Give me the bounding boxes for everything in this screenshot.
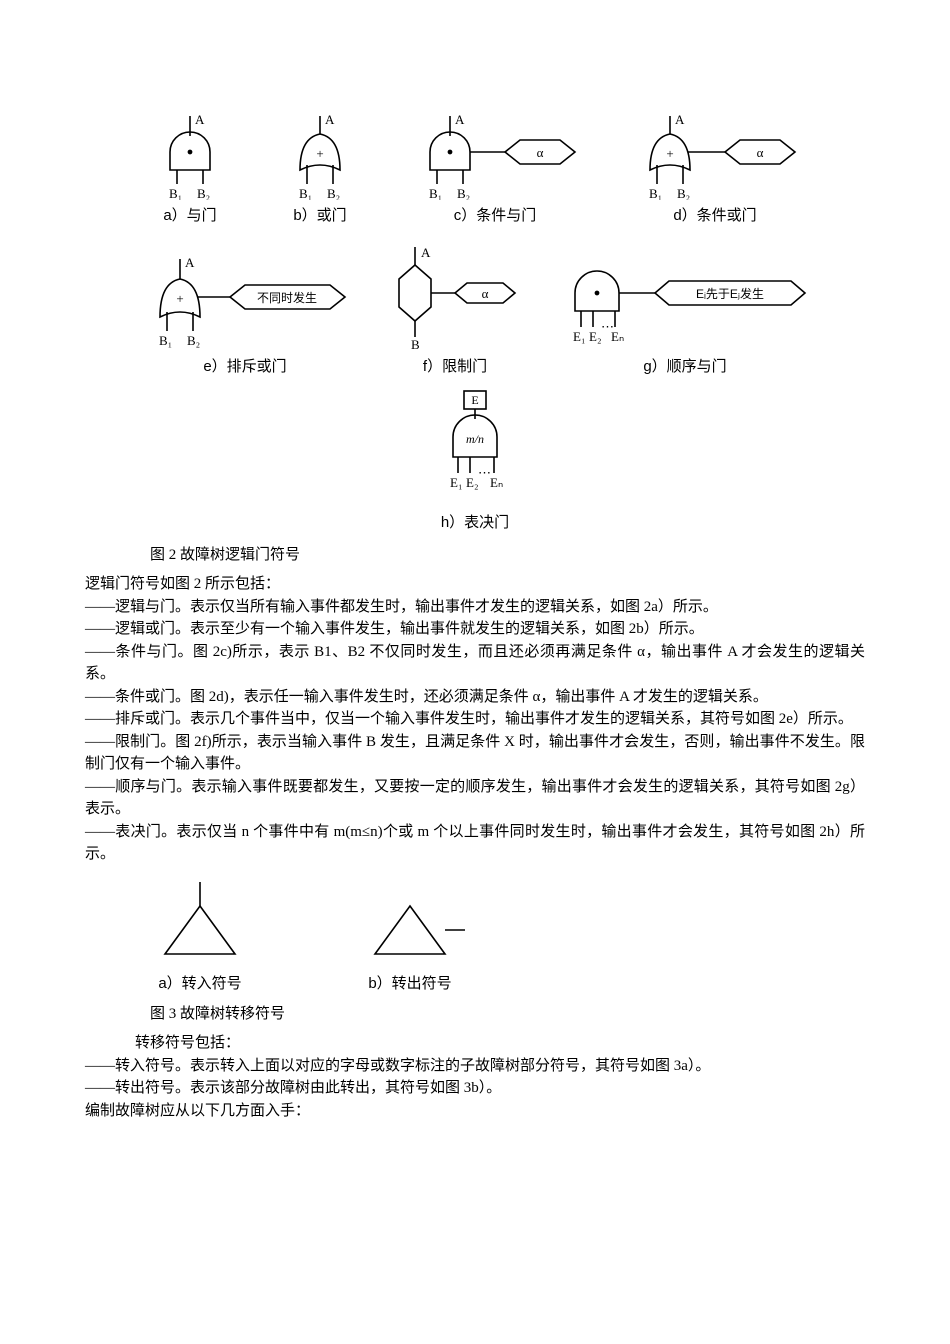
inhibit-gate-icon: A B α bbox=[375, 241, 535, 351]
svg-text:E₁: E₁ bbox=[573, 329, 585, 344]
gate-excl-or: + A B₁ B₂ 不同时发生 e）排斥或门 bbox=[135, 251, 355, 378]
gate-seq-and: E₁ E₂ ⋯ Eₙ Eᵢ先于Eⱼ发生 g）顺序与门 bbox=[555, 251, 815, 378]
fig3-intro: 转移符号包括： bbox=[85, 1032, 865, 1055]
seq-and-gate-icon: E₁ E₂ ⋯ Eₙ Eᵢ先于Eⱼ发生 bbox=[555, 251, 815, 351]
svg-text:α: α bbox=[482, 286, 489, 301]
gate-and: A B₁ B₂ a）与门 bbox=[145, 110, 235, 227]
svg-text:A: A bbox=[195, 112, 205, 127]
body-line: ——转出符号。表示该部分故障树由此转出，其符号如图 3b）。 bbox=[85, 1077, 865, 1100]
transfer-in: a）转入符号 bbox=[145, 878, 255, 995]
body-line: ——条件或门。图 2d)，表示任一输入事件发生时，还必须满足条件 α，输出事件 … bbox=[85, 686, 865, 709]
svg-text:A: A bbox=[325, 112, 335, 127]
excl-or-gate-icon: + A B₁ B₂ 不同时发生 bbox=[135, 251, 355, 351]
svg-text:E₂: E₂ bbox=[466, 475, 478, 490]
svg-text:B₂: B₂ bbox=[187, 333, 200, 348]
svg-text:E₁: E₁ bbox=[450, 475, 462, 490]
svg-text:B₁: B₁ bbox=[169, 186, 182, 200]
svg-text:α: α bbox=[537, 145, 544, 160]
svg-text:B₁: B₁ bbox=[649, 186, 662, 200]
svg-text:m/n: m/n bbox=[466, 432, 484, 446]
gate-caption: g）顺序与门 bbox=[643, 355, 726, 378]
svg-text:A: A bbox=[675, 112, 685, 127]
svg-text:B: B bbox=[411, 337, 420, 351]
figure-3-caption: 图 3 故障树转移符号 bbox=[85, 1003, 865, 1026]
body-line: ——逻辑与门。表示仅当所有输入事件都发生时，输出事件才发生的逻辑关系，如图 2a… bbox=[85, 596, 865, 619]
svg-text:Eₙ: Eₙ bbox=[611, 329, 624, 344]
gate-caption: c）条件与门 bbox=[454, 204, 537, 227]
transfer-caption: b）转出符号 bbox=[368, 972, 451, 995]
figure-3: a）转入符号 b）转出符号 bbox=[145, 878, 865, 995]
voting-gate-icon: E m/n E₁ E₂ ⋯ Eₙ bbox=[420, 387, 530, 507]
transfer-caption: a）转入符号 bbox=[158, 972, 241, 995]
fig2-row1: A B₁ B₂ a）与门 + A B₁ bbox=[125, 110, 825, 227]
body-line: ——逻辑或门。表示至少有一个输入事件发生，输出事件就发生的逻辑关系，如图 2b）… bbox=[85, 618, 865, 641]
svg-text:B₂: B₂ bbox=[457, 186, 470, 200]
transfer-out-icon bbox=[355, 878, 465, 968]
transfer-out: b）转出符号 bbox=[355, 878, 465, 995]
body-line: ——限制门。图 2f)所示，表示当输入事件 B 发生，且满足条件 X 时，输出事… bbox=[85, 731, 865, 776]
svg-text:B₂: B₂ bbox=[197, 186, 210, 200]
body-line: ——排斥或门。表示几个事件当中，仅当一个输入事件发生时，输出事件才发生的逻辑关系… bbox=[85, 708, 865, 731]
cond-or-gate-icon: + A B₁ B₂ α bbox=[625, 110, 805, 200]
intro-line: 逻辑门符号如图 2 所示包括： bbox=[85, 573, 865, 596]
svg-text:A: A bbox=[185, 255, 195, 270]
gate-cond-and: A B₁ B₂ α c）条件与门 bbox=[405, 110, 585, 227]
body-line: ——条件与门。图 2c)所示，表示 B1、B2 不仅同时发生，而且还必须再满足条… bbox=[85, 641, 865, 686]
svg-text:Eᵢ先于Eⱼ发生: Eᵢ先于Eⱼ发生 bbox=[696, 286, 764, 301]
svg-text:A: A bbox=[421, 245, 431, 260]
svg-text:+: + bbox=[176, 291, 183, 306]
gate-caption: b）或门 bbox=[293, 204, 346, 227]
svg-text:Eₙ: Eₙ bbox=[490, 475, 503, 490]
body-line: 编制故障树应从以下几方面入手： bbox=[85, 1100, 865, 1123]
fig2-row2: + A B₁ B₂ 不同时发生 e）排斥或门 bbox=[125, 241, 825, 378]
svg-text:+: + bbox=[316, 146, 323, 161]
cond-and-gate-icon: A B₁ B₂ α bbox=[405, 110, 585, 200]
transfer-in-icon bbox=[145, 878, 255, 968]
svg-text:B₁: B₁ bbox=[299, 186, 312, 200]
document-page: A B₁ B₂ a）与门 + A B₁ bbox=[0, 0, 950, 1182]
fig2-row3: E m/n E₁ E₂ ⋯ Eₙ h）表决门 bbox=[125, 387, 825, 534]
gate-or: + A B₁ B₂ b）或门 bbox=[275, 110, 365, 227]
gate-caption: e）排斥或门 bbox=[203, 355, 286, 378]
svg-text:B₁: B₁ bbox=[159, 333, 172, 348]
body-line: ——转入符号。表示转入上面以对应的字母或数字标注的子故障树部分符号，其符号如图 … bbox=[85, 1055, 865, 1078]
gate-voting: E m/n E₁ E₂ ⋯ Eₙ h）表决门 bbox=[420, 387, 530, 534]
figure-2-caption: 图 2 故障树逻辑门符号 bbox=[85, 544, 865, 567]
svg-text:E₂: E₂ bbox=[589, 329, 601, 344]
svg-text:A: A bbox=[455, 112, 465, 127]
gate-caption: f）限制门 bbox=[423, 355, 487, 378]
svg-text:B₂: B₂ bbox=[677, 186, 690, 200]
svg-text:+: + bbox=[666, 146, 673, 161]
gate-inhibit: A B α f）限制门 bbox=[375, 241, 535, 378]
gate-caption: d）条件或门 bbox=[673, 204, 756, 227]
svg-text:B₂: B₂ bbox=[327, 186, 340, 200]
svg-text:E: E bbox=[471, 393, 478, 407]
and-gate-icon: A B₁ B₂ bbox=[145, 110, 235, 200]
figure-2: A B₁ B₂ a）与门 + A B₁ bbox=[125, 110, 825, 534]
or-gate-icon: + A B₁ B₂ bbox=[275, 110, 365, 200]
gate-caption: h）表决门 bbox=[441, 511, 509, 534]
svg-text:B₁: B₁ bbox=[429, 186, 442, 200]
svg-text:α: α bbox=[757, 145, 764, 160]
body-line: ——顺序与门。表示输入事件既要都发生，又要按一定的顺序发生，输出事件才会发生的逻… bbox=[85, 776, 865, 821]
gate-cond-or: + A B₁ B₂ α d）条件或门 bbox=[625, 110, 805, 227]
gate-caption: a）与门 bbox=[163, 204, 216, 227]
svg-text:不同时发生: 不同时发生 bbox=[257, 290, 317, 305]
body-line: ——表决门。表示仅当 n 个事件中有 m(m≤n)个或 m 个以上事件同时发生时… bbox=[85, 821, 865, 866]
